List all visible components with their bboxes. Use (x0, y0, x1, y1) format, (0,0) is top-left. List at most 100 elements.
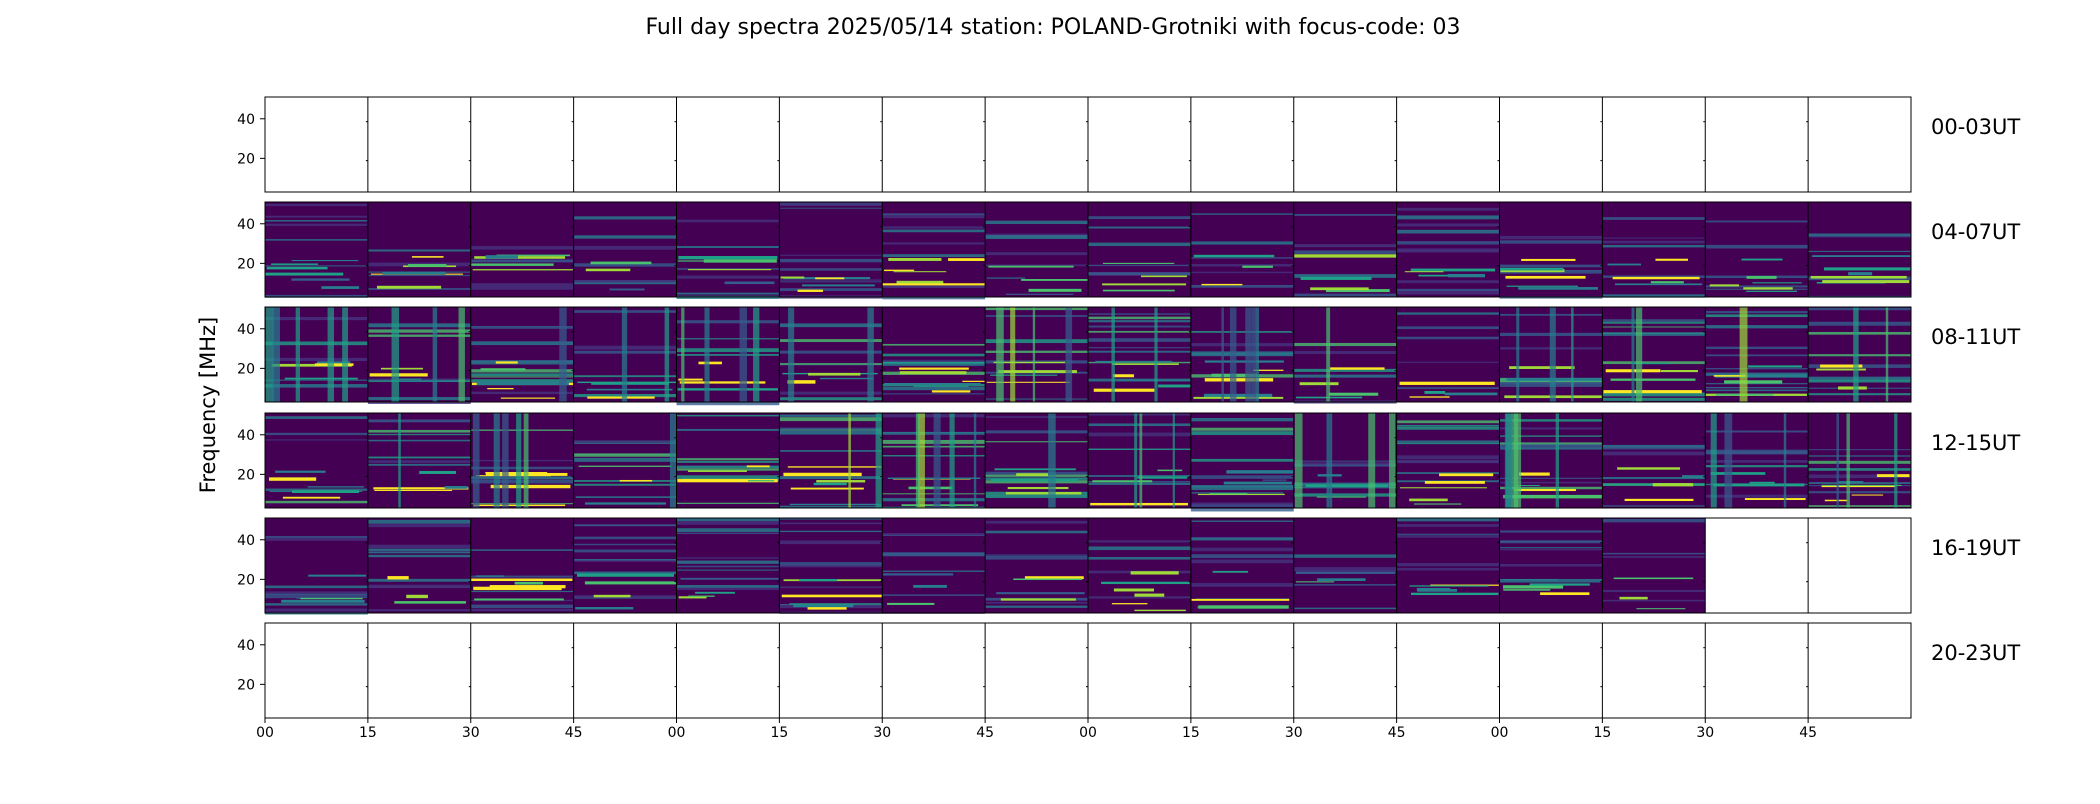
spectrum-band (265, 593, 368, 596)
y-tick-label: 40 (237, 217, 255, 233)
spectrum-panel (1396, 413, 1500, 508)
spectrum-burst (753, 307, 760, 402)
spectrum-band (307, 486, 364, 488)
spectrum-panel (1293, 413, 1397, 508)
spectrum-band (1190, 271, 1294, 274)
spectrum-burst (1329, 413, 1333, 508)
spectrum-band (470, 283, 574, 287)
spectrum-band (676, 458, 780, 461)
spectrum-band (1293, 350, 1397, 355)
spectrum-burst (1505, 413, 1513, 508)
spectrum-band (376, 285, 442, 289)
spectrum-band (1439, 473, 1494, 477)
spectrum-band (1410, 592, 1499, 596)
spectrum-band (265, 608, 368, 612)
spectrum-band (1134, 593, 1165, 597)
spectrum-band (1293, 213, 1397, 216)
spectrum-burst (327, 307, 334, 402)
spectrum-panel (1396, 307, 1500, 402)
spectrum-band (367, 401, 471, 404)
spectrum-burst (1783, 413, 1787, 508)
spectrum-band (1499, 264, 1603, 268)
spectrum-band (882, 242, 986, 245)
spectrum-band (390, 380, 460, 382)
spectrum-band (593, 594, 631, 598)
spectrum-panel (779, 518, 883, 614)
row-time-label: 16-19UT (1931, 536, 2020, 560)
spectrum-band (470, 479, 574, 484)
spectrum-band (1293, 584, 1397, 586)
spectrum-band (470, 590, 574, 593)
spectrum-band (882, 533, 986, 536)
spectrum-band (1499, 419, 1603, 422)
spectrum-band (408, 264, 447, 267)
y-tick-label: 40 (237, 322, 255, 338)
spectrum-band (470, 376, 574, 378)
spectrum-band (1602, 518, 1706, 523)
spectrum-band (1399, 381, 1495, 385)
spectrum-band (1808, 321, 1911, 326)
spectrum-band (1088, 596, 1191, 599)
spectrum-band (779, 279, 883, 281)
spectrum-band (779, 530, 883, 533)
spectrum-band (990, 374, 1058, 376)
spectrum-band (275, 470, 326, 473)
spectrum-burst (1065, 307, 1073, 402)
spectrum-band (470, 549, 574, 551)
spectrum-band (1190, 343, 1294, 347)
spectrum-band (1190, 427, 1294, 431)
spectrum-panel (1602, 518, 1706, 613)
spectrum-panel (1705, 307, 1809, 402)
spectrum-band (1499, 267, 1564, 271)
spectrum-panel (676, 413, 780, 508)
spectrum-band (374, 489, 453, 491)
spectrum-band (1602, 361, 1706, 365)
spectrum-band (882, 343, 986, 346)
spectrum-band (1744, 498, 1806, 501)
spectrum-band (1821, 484, 1902, 486)
spectrum-band (577, 573, 674, 577)
spectrum-burst (272, 307, 280, 402)
spectrum-band (748, 480, 775, 482)
spectrum-burst (1048, 413, 1056, 508)
spectrum-band (291, 490, 359, 493)
spectrum-panel (265, 202, 368, 298)
spectrum-band (1190, 417, 1294, 422)
spectrum-band (1746, 290, 1798, 292)
spectrum-band (1808, 468, 1911, 471)
spectrum-panel (1705, 413, 1809, 508)
spectrum-panel (265, 518, 368, 615)
spectrum-band (1499, 578, 1603, 583)
spectrum-background (470, 307, 574, 402)
spectrum-band (676, 557, 780, 559)
spectrum-background (882, 518, 986, 613)
spectrum-band (584, 502, 666, 505)
row-time-label: 12-15UT (1931, 431, 2020, 455)
spectrum-band (1499, 427, 1603, 430)
spectrum-band (1193, 396, 1284, 399)
spectrum-band (676, 414, 780, 417)
spectrum-burst (1134, 413, 1138, 508)
spectrum-band (896, 280, 944, 285)
spectrum-band (1820, 364, 1863, 368)
spectrum-burst (391, 307, 400, 402)
spectrum-band (787, 466, 882, 468)
spectrum-band (1092, 480, 1153, 483)
spectrum-band (815, 277, 845, 280)
spectrum-band (790, 487, 864, 490)
spectrum-band (470, 246, 574, 250)
spectrum-band (1396, 533, 1500, 536)
spectrum-band (899, 371, 967, 375)
spectrum-band (676, 320, 780, 324)
spectrum-band (1810, 275, 1907, 279)
spectrum-band (1619, 596, 1648, 600)
spectrum-band (679, 381, 766, 384)
spectrum-band (1499, 548, 1603, 551)
spectrum-band (573, 543, 677, 546)
spectrum-band (676, 584, 780, 589)
spectrum-band (1193, 254, 1275, 258)
spectrum-band (1499, 240, 1603, 244)
spectra-rows: 20 40 00-03UT 20 40 04-07UT 20 40 08-11UT 20 40 12-… (237, 96, 2020, 719)
spectrum-band (882, 229, 986, 233)
spectrum-band (1396, 241, 1500, 245)
